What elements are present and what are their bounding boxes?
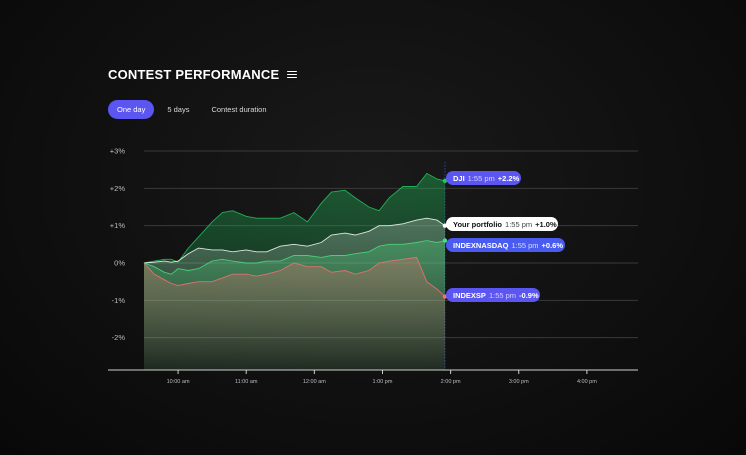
series-time: 1:55 pm (468, 174, 495, 183)
pill-text: DJI 1:55 pm +2.2% (453, 174, 520, 183)
y-tick-label: +2% (110, 184, 126, 193)
dji-end-point (442, 178, 448, 184)
pill-background (446, 217, 558, 231)
tab-five-days[interactable]: 5 days (167, 105, 190, 114)
series-time: 1:55 pm (489, 291, 516, 300)
pill-text: INDEXNASDAQ 1:55 pm +0.6% (453, 241, 563, 250)
pill-background (446, 288, 540, 302)
x-tick-label: 10:00 am (167, 379, 190, 385)
pill-background (446, 238, 565, 252)
y-tick-label: +1% (110, 221, 126, 230)
dji-line (143, 172, 446, 264)
pill-text: INDEXSP 1:55 pm -0.9% (453, 291, 539, 300)
series-name: DJI (453, 174, 465, 183)
y-tick-label: -1% (112, 296, 126, 305)
series-labels: DJI 1:55 pm +2.2%Your portfolio 1:55 pm +1.0… (446, 171, 565, 302)
x-tick-label: 3:00 pm (509, 379, 529, 385)
x-tick-label: 11:00 am (235, 379, 258, 385)
axes: +3% +2% +1% 0% -1% -2% 10:00 am 11:00 am 12:00 a… (108, 147, 638, 385)
series-change: +1.0% (535, 220, 557, 229)
y-tick-label: -2% (112, 333, 126, 342)
series-change: +0.6% (542, 241, 564, 250)
dji-label-pill: DJI 1:55 pm +2.2% (446, 171, 521, 185)
range-tabs: One day 5 days Contest duration (108, 100, 280, 119)
series-change: -0.9% (519, 291, 539, 300)
series-name: Your portfolio (453, 220, 502, 229)
page-title: CONTEST PERFORMANCE (108, 67, 280, 82)
series-time: 1:55 pm (505, 220, 532, 229)
indexnasdaq-label-pill: INDEXNASDAQ 1:55 pm +0.6% (446, 238, 565, 252)
tab-contest-duration[interactable]: Contest duration (211, 105, 267, 114)
indexsp-label-pill: INDEXSP 1:55 pm -0.9% (446, 288, 540, 302)
series-name: INDEXSP (453, 291, 486, 300)
hamburger-menu-icon[interactable] (287, 70, 298, 79)
series-lines (143, 172, 448, 299)
pill-text: Your portfolio 1:55 pm +1.0% (453, 220, 557, 229)
your-portfolio-label-pill: Your portfolio 1:55 pm +1.0% (446, 217, 558, 231)
indexsp-line (143, 256, 446, 297)
x-tick-label: 4:00 pm (577, 379, 597, 385)
series-name: INDEXNASDAQ (453, 241, 509, 250)
tab-one-day[interactable]: One day (108, 100, 155, 119)
your-portfolio-line (143, 217, 446, 264)
indexnasdaq-end-point (442, 238, 448, 243)
x-tick-label: 1:00 pm (373, 379, 393, 385)
indexnasdaq-line (143, 240, 446, 275)
y-tick-label: 0% (114, 258, 125, 267)
series-change: +2.2% (498, 174, 520, 183)
indexsp-area (144, 257, 445, 370)
series-time: 1:55 pm (511, 241, 538, 250)
y-tick-label: +3% (110, 147, 126, 156)
x-tick-label: 12:00 am (303, 379, 326, 385)
header: CONTEST PERFORMANCE (108, 67, 298, 82)
x-tick-label: 2:00 pm (441, 379, 461, 385)
pill-background (446, 171, 521, 185)
series-areas (144, 173, 445, 370)
